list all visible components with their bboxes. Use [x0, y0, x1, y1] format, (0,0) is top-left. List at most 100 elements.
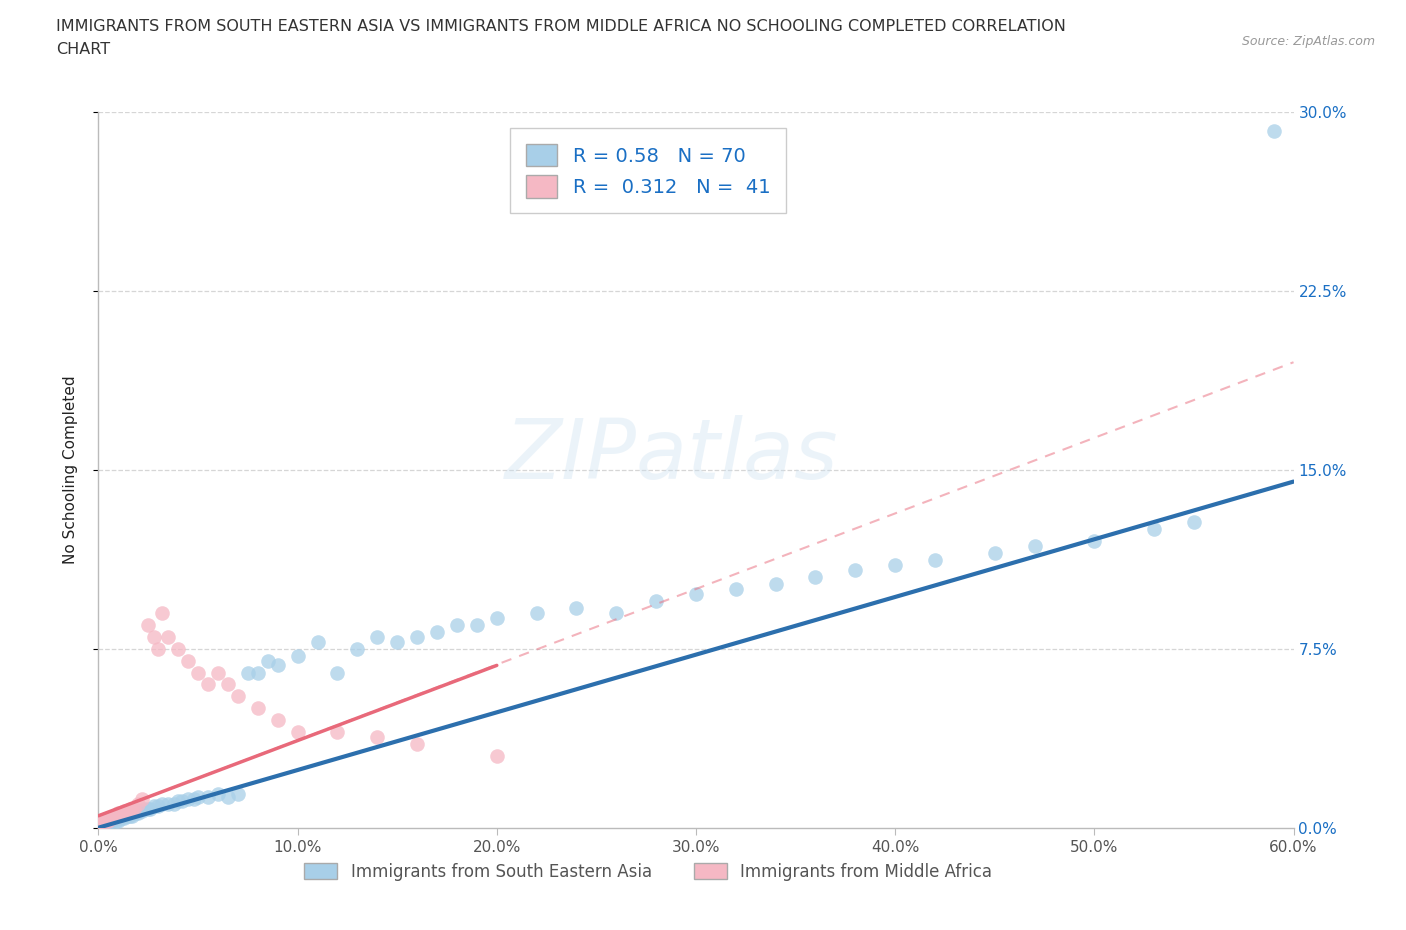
Point	[984, 546, 1007, 561]
Point	[1182, 514, 1205, 529]
Point	[110, 806, 132, 821]
Point	[139, 801, 162, 816]
Point	[267, 712, 290, 727]
Point	[685, 586, 707, 601]
Point	[167, 642, 190, 657]
Point	[105, 813, 128, 828]
Point	[93, 817, 115, 832]
Point	[98, 813, 122, 828]
Point	[111, 806, 134, 821]
Point	[246, 665, 269, 680]
Point	[150, 796, 173, 811]
Point	[724, 581, 747, 596]
Point	[107, 813, 129, 828]
Point	[346, 642, 368, 657]
Point	[177, 653, 200, 668]
Point	[143, 630, 166, 644]
Point	[115, 804, 138, 818]
Point	[406, 737, 429, 751]
Point	[804, 569, 827, 585]
Point	[89, 816, 111, 830]
Point	[148, 642, 170, 657]
Text: CHART: CHART	[56, 42, 110, 57]
Point	[117, 804, 139, 818]
Point	[924, 553, 946, 568]
Point	[107, 806, 129, 821]
Point	[366, 630, 388, 644]
Point	[157, 630, 180, 644]
Point	[107, 811, 129, 826]
Point	[131, 791, 153, 806]
Point	[93, 813, 115, 828]
Text: ZIPatlas: ZIPatlas	[505, 415, 839, 496]
Point	[121, 808, 143, 823]
Point	[287, 724, 309, 739]
Point	[217, 677, 239, 692]
Point	[256, 653, 278, 668]
Point	[91, 816, 114, 830]
Point	[143, 799, 166, 814]
Point	[183, 791, 205, 806]
Point	[385, 634, 409, 649]
Point	[172, 794, 194, 809]
Point	[136, 801, 159, 816]
Point	[187, 665, 209, 680]
Point	[526, 605, 548, 620]
Point	[1024, 538, 1046, 553]
Point	[1263, 124, 1285, 139]
Point	[287, 648, 309, 663]
Point	[197, 677, 219, 692]
Point	[326, 665, 349, 680]
Point	[121, 801, 143, 816]
Point	[465, 618, 488, 632]
Point	[97, 813, 120, 828]
Point	[645, 593, 668, 608]
Point	[91, 816, 114, 830]
Point	[136, 618, 159, 632]
Point	[101, 811, 124, 826]
Point	[134, 801, 156, 816]
Point	[267, 658, 290, 672]
Point	[485, 749, 508, 764]
Point	[127, 796, 149, 811]
Point	[111, 811, 134, 826]
Point	[131, 804, 153, 818]
Point	[884, 558, 907, 573]
Point	[167, 794, 190, 809]
Point	[1143, 522, 1166, 537]
Point	[446, 618, 468, 632]
Text: Source: ZipAtlas.com: Source: ZipAtlas.com	[1241, 35, 1375, 48]
Point	[565, 601, 588, 616]
Point	[112, 804, 135, 818]
Point	[103, 808, 125, 823]
Point	[150, 605, 173, 620]
Point	[125, 806, 148, 821]
Legend: Immigrants from South Eastern Asia, Immigrants from Middle Africa: Immigrants from South Eastern Asia, Immi…	[298, 856, 998, 887]
Point	[366, 729, 388, 744]
Point	[115, 808, 138, 823]
Point	[217, 790, 239, 804]
Point	[246, 701, 269, 716]
Point	[605, 605, 627, 620]
Point	[97, 811, 120, 826]
Point	[96, 813, 118, 828]
Point	[148, 799, 170, 814]
Point	[177, 791, 200, 806]
Point	[1083, 534, 1105, 549]
Point	[226, 787, 249, 802]
Point	[98, 811, 122, 826]
Point	[163, 796, 186, 811]
Point	[112, 811, 135, 826]
Point	[120, 808, 142, 823]
Point	[107, 808, 129, 823]
Point	[124, 806, 146, 821]
Point	[485, 610, 508, 625]
Point	[127, 806, 149, 821]
Point	[127, 804, 149, 818]
Point	[120, 801, 142, 816]
Text: IMMIGRANTS FROM SOUTH EASTERN ASIA VS IMMIGRANTS FROM MIDDLE AFRICA NO SCHOOLING: IMMIGRANTS FROM SOUTH EASTERN ASIA VS IM…	[56, 19, 1066, 33]
Point	[226, 689, 249, 704]
Point	[157, 796, 180, 811]
Point	[117, 808, 139, 823]
Point	[326, 724, 349, 739]
